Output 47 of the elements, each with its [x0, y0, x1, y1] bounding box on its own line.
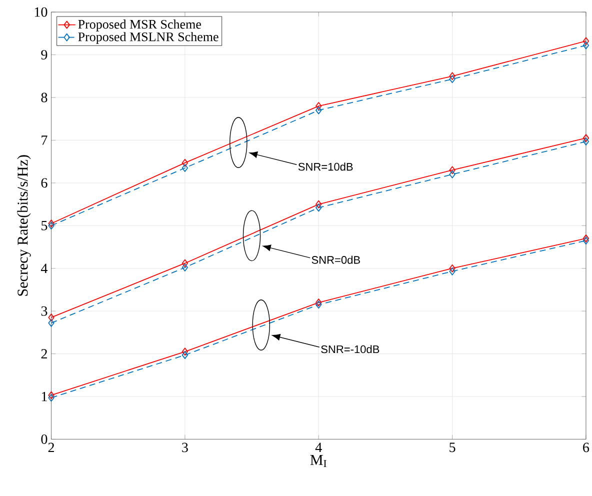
point — [48, 394, 54, 402]
point — [182, 264, 188, 272]
x-tick-label: 6 — [583, 443, 590, 452]
point — [48, 319, 54, 328]
y-tick-label: 6 — [41, 178, 48, 188]
annotation: SNR=10dB — [298, 162, 353, 171]
x-tick-label: 3 — [182, 443, 188, 452]
y-tick-label: 9 — [41, 50, 48, 60]
point — [449, 75, 456, 84]
point — [449, 72, 456, 80]
y-tick-label: 2 — [41, 349, 47, 359]
point — [48, 314, 54, 322]
y-axis-title: Secrecy Rate(bits/s/Hz) — [17, 155, 31, 296]
point — [182, 164, 188, 172]
y-tick-label: 7 — [42, 136, 48, 146]
point — [182, 159, 188, 168]
y-tick-label: 10 — [34, 8, 48, 18]
legend-label: Proposed MSLNR Scheme — [78, 32, 218, 44]
x-axis-title: M$_{I}$ — [310, 455, 326, 468]
point — [449, 268, 456, 276]
y-tick-label: 3 — [41, 306, 48, 316]
point — [316, 106, 322, 115]
point — [449, 264, 456, 273]
point — [316, 200, 322, 208]
annotation: SNR=0dB — [312, 256, 360, 264]
point — [316, 204, 322, 212]
y-tick-label: 5 — [42, 221, 48, 231]
point — [582, 42, 590, 50]
y-tick-label: 8 — [41, 93, 48, 102]
point — [182, 348, 188, 356]
point — [316, 102, 322, 110]
point — [182, 351, 188, 360]
point — [582, 37, 590, 46]
y-tick-label: 4 — [40, 264, 48, 274]
point — [48, 392, 54, 400]
legend-label: Proposed MSR Scheme — [78, 20, 202, 32]
x-tick-label: 5 — [450, 442, 456, 452]
x-tick-label: 4 — [315, 442, 322, 452]
y-tick-label: 0 — [41, 434, 48, 444]
point — [582, 134, 590, 142]
point — [449, 166, 456, 174]
point — [182, 260, 188, 268]
x-tick-label: 2 — [48, 443, 54, 452]
annotation: SNR=-10dB — [321, 345, 380, 354]
point — [582, 138, 590, 146]
point — [449, 170, 456, 179]
y-tick-label: 1 — [42, 392, 47, 402]
